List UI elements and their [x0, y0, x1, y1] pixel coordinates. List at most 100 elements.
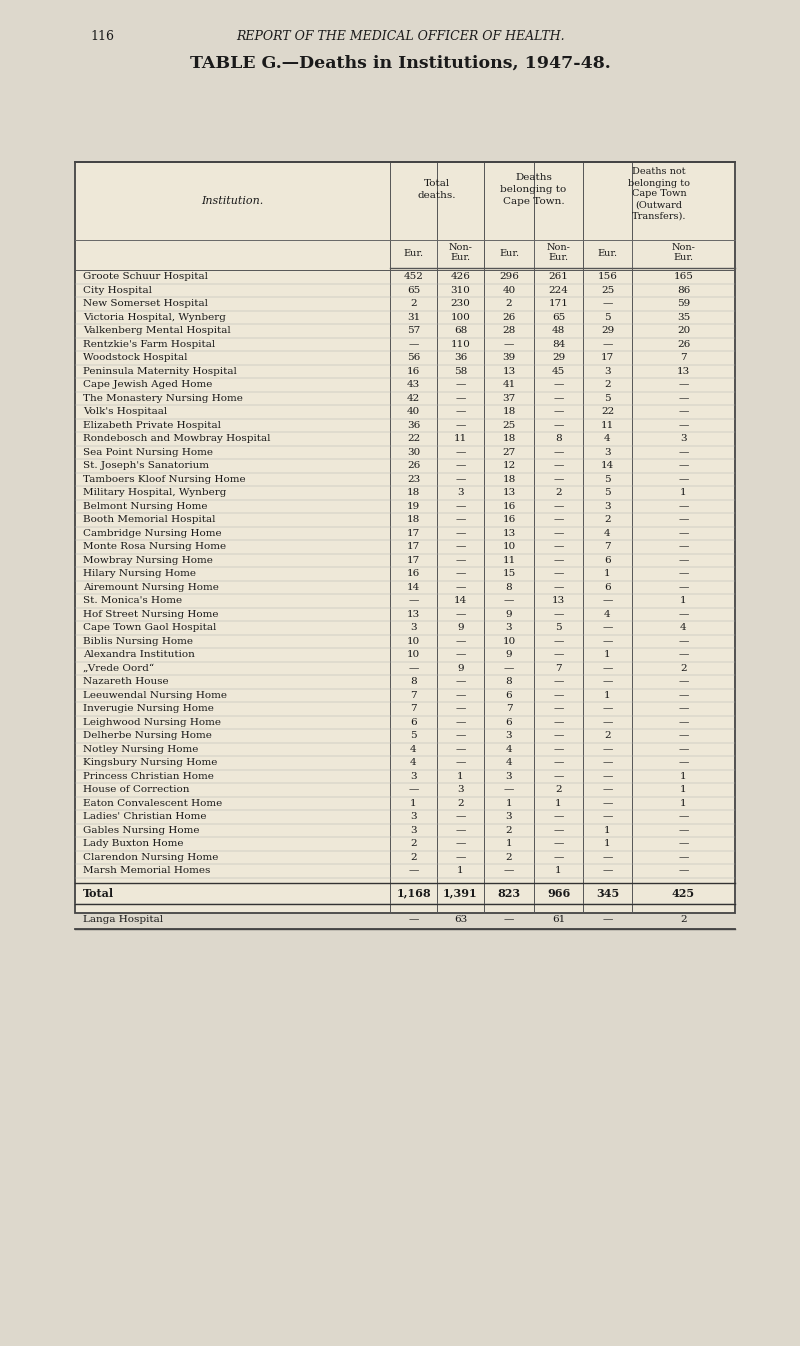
Text: 18: 18 [502, 475, 516, 483]
Text: Eur.: Eur. [403, 249, 423, 258]
Text: Cape Town Gaol Hospital: Cape Town Gaol Hospital [83, 623, 216, 633]
Text: —: — [554, 502, 564, 510]
Text: —: — [678, 853, 689, 861]
Text: —: — [455, 758, 466, 767]
Text: Mowbray Nursing Home: Mowbray Nursing Home [83, 556, 213, 565]
Text: 29: 29 [552, 353, 565, 362]
Text: 9: 9 [457, 623, 464, 633]
Text: 452: 452 [403, 272, 423, 281]
Text: —: — [678, 731, 689, 740]
Text: 3: 3 [506, 623, 512, 633]
Text: 65: 65 [552, 312, 565, 322]
Text: 345: 345 [596, 888, 619, 899]
Text: 14: 14 [601, 462, 614, 470]
Text: 1: 1 [680, 785, 687, 794]
Text: —: — [554, 542, 564, 552]
Text: 17: 17 [407, 529, 420, 538]
Text: —: — [602, 596, 613, 606]
Text: —: — [504, 596, 514, 606]
Text: 4: 4 [604, 435, 611, 443]
Text: —: — [554, 475, 564, 483]
Text: TABLE G.—Deaths in Institutions, 1947-48.: TABLE G.—Deaths in Institutions, 1947-48… [190, 54, 610, 71]
Text: 18: 18 [407, 516, 420, 524]
Text: 2: 2 [604, 731, 611, 740]
Text: —: — [678, 542, 689, 552]
Text: —: — [554, 610, 564, 619]
Text: 110: 110 [450, 339, 470, 349]
Text: 3: 3 [410, 825, 417, 835]
Text: 1: 1 [506, 798, 512, 808]
Text: 13: 13 [502, 489, 516, 497]
Text: Eur.: Eur. [674, 253, 694, 262]
Text: 36: 36 [407, 421, 420, 429]
Text: —: — [602, 812, 613, 821]
Text: 7: 7 [555, 664, 562, 673]
Text: 41: 41 [502, 381, 516, 389]
Text: —: — [678, 677, 689, 686]
Text: 1,391: 1,391 [443, 888, 478, 899]
Text: —: — [678, 556, 689, 565]
Text: —: — [455, 677, 466, 686]
Text: —: — [504, 785, 514, 794]
Text: —: — [554, 677, 564, 686]
Text: —: — [408, 915, 418, 923]
Text: 2: 2 [680, 664, 687, 673]
Text: Delherbe Nursing Home: Delherbe Nursing Home [83, 731, 212, 740]
Text: —: — [455, 744, 466, 754]
Text: —: — [602, 785, 613, 794]
Text: Peninsula Maternity Hospital: Peninsula Maternity Hospital [83, 366, 237, 376]
Text: 45: 45 [552, 366, 565, 376]
Text: 18: 18 [502, 408, 516, 416]
Text: 26: 26 [407, 462, 420, 470]
Text: —: — [678, 462, 689, 470]
Text: 426: 426 [450, 272, 470, 281]
Text: 56: 56 [407, 353, 420, 362]
Text: Eur.: Eur. [598, 249, 618, 258]
Text: 4: 4 [506, 744, 512, 754]
Text: —: — [678, 610, 689, 619]
Text: —: — [455, 542, 466, 552]
Text: —: — [678, 717, 689, 727]
Text: 28: 28 [502, 326, 516, 335]
Text: 5: 5 [604, 475, 611, 483]
Text: 35: 35 [677, 312, 690, 322]
Text: Woodstock Hospital: Woodstock Hospital [83, 353, 187, 362]
Text: —: — [554, 583, 564, 592]
Text: 224: 224 [549, 285, 569, 295]
Text: 3: 3 [506, 731, 512, 740]
Text: Eur.: Eur. [499, 249, 519, 258]
Text: —: — [554, 744, 564, 754]
Text: —: — [455, 529, 466, 538]
Text: Monte Rosa Nursing Home: Monte Rosa Nursing Home [83, 542, 226, 552]
Text: 3: 3 [680, 435, 687, 443]
Text: 11: 11 [502, 556, 516, 565]
Text: 4: 4 [410, 744, 417, 754]
Text: 42: 42 [407, 394, 420, 402]
Text: —: — [554, 462, 564, 470]
Text: 86: 86 [677, 285, 690, 295]
Text: 3: 3 [604, 366, 611, 376]
Text: (Outward: (Outward [635, 201, 682, 210]
Text: 8: 8 [410, 677, 417, 686]
Text: „Vrede Oord“: „Vrede Oord“ [83, 664, 154, 673]
Text: —: — [408, 596, 418, 606]
Text: Booth Memorial Hospital: Booth Memorial Hospital [83, 516, 215, 524]
Text: 4: 4 [410, 758, 417, 767]
Text: 296: 296 [499, 272, 519, 281]
Text: —: — [554, 853, 564, 861]
Text: 9: 9 [506, 650, 512, 660]
Text: —: — [678, 529, 689, 538]
Text: Non-: Non- [671, 244, 695, 253]
Text: New Somerset Hospital: New Somerset Hospital [83, 299, 208, 308]
Text: —: — [554, 381, 564, 389]
Text: 39: 39 [502, 353, 516, 362]
Text: —: — [554, 704, 564, 713]
Text: —: — [602, 299, 613, 308]
Text: —: — [678, 758, 689, 767]
Text: 63: 63 [454, 915, 467, 923]
Text: 8: 8 [506, 583, 512, 592]
Text: The Monastery Nursing Home: The Monastery Nursing Home [83, 394, 243, 402]
Text: Belmont Nursing Home: Belmont Nursing Home [83, 502, 207, 510]
Text: 1: 1 [680, 596, 687, 606]
Text: —: — [504, 664, 514, 673]
